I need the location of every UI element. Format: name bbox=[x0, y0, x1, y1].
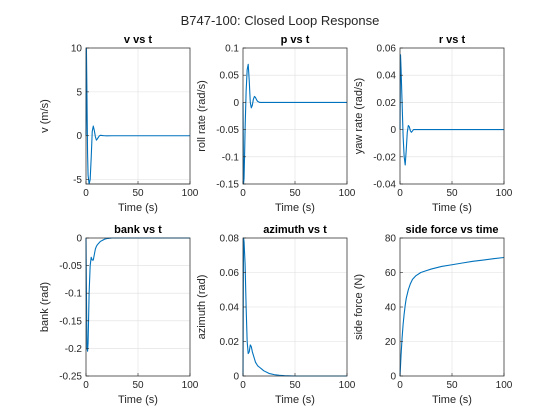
y-tick-label: 0 bbox=[233, 372, 239, 383]
y-tick-label: -0.25 bbox=[59, 372, 82, 383]
subplot-title: azimuth vs t bbox=[263, 224, 327, 236]
y-tick-label: 80 bbox=[385, 234, 397, 245]
y-tick-label: 40 bbox=[385, 303, 397, 314]
y-tick-label: 0 bbox=[390, 125, 396, 136]
subplot-4: 0 50 100 -0.25 -0.2 -0.15 -0.1 -0.05 0 bank vs t T… bbox=[39, 224, 199, 406]
x-axis-label: Time (s) bbox=[432, 202, 472, 214]
x-tick-label: 100 bbox=[496, 380, 513, 391]
subplot-5: 0 50 100 0 0.02 0.04 0.06 0.08 azimuth vs t Time … bbox=[196, 224, 356, 406]
x-axis-label: Time (s) bbox=[275, 394, 315, 406]
subplot-3: 0 50 100 -0.04 -0.02 0 0.02 0.04 0.06 r vs t Time … bbox=[353, 34, 513, 214]
y-tick-label: 0.02 bbox=[220, 337, 240, 348]
x-tick-label: 0 bbox=[397, 380, 403, 391]
y-tick-label: 0 bbox=[76, 234, 82, 245]
x-axis-label: Time (s) bbox=[118, 202, 158, 214]
y-tick-label: 5 bbox=[76, 87, 82, 98]
y-tick-label: 0.04 bbox=[377, 71, 397, 82]
series-line bbox=[399, 54, 504, 166]
subplot-title: r vs t bbox=[439, 34, 466, 46]
x-tick-label: 100 bbox=[339, 380, 356, 391]
x-tick-label: 100 bbox=[182, 188, 199, 199]
subplot-6: 0 50 100 0 20 40 60 80 side force vs time Time (s… bbox=[353, 224, 513, 406]
x-tick-label: 100 bbox=[182, 380, 199, 391]
y-axis-label: bank (rad) bbox=[39, 282, 51, 332]
y-tick-label: 0.06 bbox=[220, 268, 240, 279]
y-tick-label: -0.05 bbox=[216, 125, 239, 136]
series-line bbox=[242, 237, 347, 377]
subplot-2: 0 50 100 -0.15 -0.1 -0.05 0 0.05 0.1 p vs t Time (… bbox=[196, 34, 356, 214]
x-tick-label: 50 bbox=[289, 380, 301, 391]
y-axis-label: azimuth (rad) bbox=[196, 275, 208, 340]
y-tick-label: -0.15 bbox=[59, 316, 82, 327]
x-tick-label: 50 bbox=[132, 188, 144, 199]
y-axis-label: side force (N) bbox=[353, 274, 365, 340]
x-tick-label: 0 bbox=[83, 380, 89, 391]
x-tick-label: 50 bbox=[289, 188, 301, 199]
y-tick-label: 60 bbox=[385, 268, 397, 279]
y-tick-label: -5 bbox=[73, 175, 82, 186]
y-tick-label: -0.05 bbox=[59, 261, 82, 272]
y-tick-label: -0.1 bbox=[65, 289, 83, 300]
series-line bbox=[242, 63, 347, 185]
y-tick-label: 0 bbox=[233, 98, 239, 109]
x-tick-label: 0 bbox=[240, 380, 246, 391]
y-tick-label: 0.02 bbox=[377, 98, 397, 109]
subplot-title: v vs t bbox=[124, 34, 152, 46]
subplot-title: side force vs time bbox=[406, 224, 499, 236]
x-tick-label: 50 bbox=[132, 380, 144, 391]
x-tick-label: 0 bbox=[397, 188, 403, 199]
y-tick-label: -0.02 bbox=[373, 152, 396, 163]
x-tick-label: 50 bbox=[446, 380, 458, 391]
y-tick-label: 0.1 bbox=[225, 44, 239, 55]
y-tick-label: -0.04 bbox=[373, 180, 396, 191]
x-tick-label: 100 bbox=[339, 188, 356, 199]
y-axis-label: roll rate (rad/s) bbox=[196, 80, 208, 152]
subplot-title: p vs t bbox=[281, 34, 310, 46]
subplot-title: bank vs t bbox=[114, 224, 162, 236]
x-tick-label: 0 bbox=[83, 188, 89, 199]
y-tick-label: 0 bbox=[390, 372, 396, 383]
y-tick-label: 0.05 bbox=[220, 71, 240, 82]
x-axis-label: Time (s) bbox=[118, 394, 158, 406]
y-tick-label: 10 bbox=[71, 44, 83, 55]
y-axis-label: v (m/s) bbox=[39, 99, 51, 133]
y-tick-label: -0.1 bbox=[222, 152, 240, 163]
y-tick-label: 0 bbox=[76, 131, 82, 142]
y-tick-label: 20 bbox=[385, 337, 397, 348]
x-axis-label: Time (s) bbox=[432, 394, 472, 406]
y-axis-label: yaw rate (rad/s) bbox=[353, 78, 365, 154]
y-tick-label: 0.04 bbox=[220, 303, 240, 314]
x-tick-label: 0 bbox=[240, 188, 246, 199]
x-tick-label: 50 bbox=[446, 188, 458, 199]
series-line bbox=[399, 256, 505, 377]
figure-title: B747-100: Closed Loop Response bbox=[181, 13, 380, 28]
series-line bbox=[85, 47, 190, 185]
x-axis-label: Time (s) bbox=[275, 202, 315, 214]
x-tick-label: 100 bbox=[496, 188, 513, 199]
y-tick-label: 0.08 bbox=[220, 234, 240, 245]
y-tick-label: 0.06 bbox=[377, 44, 397, 55]
y-tick-label: -0.15 bbox=[216, 180, 239, 191]
y-tick-label: -0.2 bbox=[65, 344, 83, 355]
